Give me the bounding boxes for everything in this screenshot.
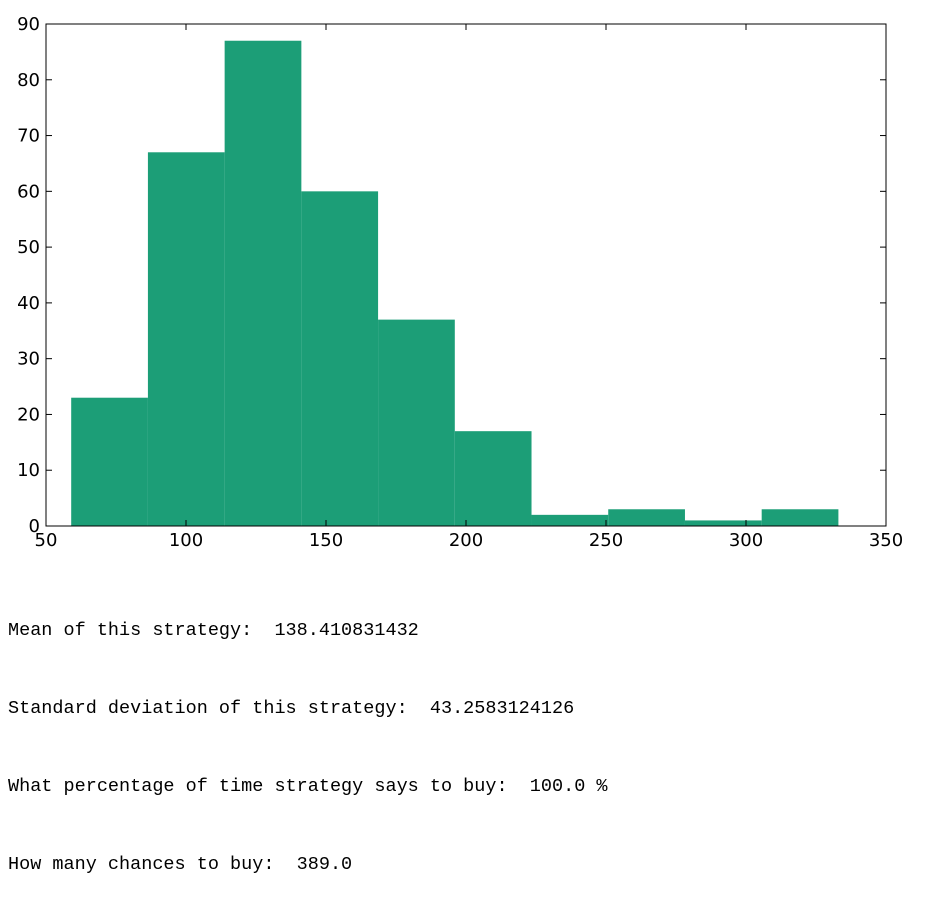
y-tick-label: 80 xyxy=(17,70,40,91)
y-tick-label: 10 xyxy=(17,460,40,481)
x-tick-label: 250 xyxy=(589,530,623,551)
histogram-bar-6 xyxy=(455,431,532,526)
y-tick-label: 20 xyxy=(17,404,40,425)
x-tick-labels: 50 100 150 200 250 300 350 xyxy=(35,530,904,551)
histogram-bar-5 xyxy=(378,320,455,526)
histogram-bars xyxy=(71,41,838,526)
buy-chances-line: How many chances to buy: 389.0 xyxy=(8,852,608,878)
histogram-bar-1 xyxy=(71,398,148,526)
x-tick-label: 150 xyxy=(309,530,343,551)
histogram-bar-4 xyxy=(301,191,378,526)
x-tick-label: 200 xyxy=(449,530,483,551)
histogram-bar-8 xyxy=(608,509,685,526)
y-tick-label: 40 xyxy=(17,293,40,314)
histogram-bar-2 xyxy=(148,152,225,526)
y-tick-label: 0 xyxy=(29,516,40,537)
x-tick-label: 350 xyxy=(869,530,903,551)
histogram-bar-10 xyxy=(762,509,839,526)
histogram-bar-3 xyxy=(225,41,302,526)
y-tick-label: 50 xyxy=(17,237,40,258)
x-tick-label: 100 xyxy=(169,530,203,551)
buy-percentage-line: What percentage of time strategy says to… xyxy=(8,774,608,800)
x-tick-label: 300 xyxy=(729,530,763,551)
histogram-bar-7 xyxy=(532,515,609,526)
mean-line: Mean of this strategy: 138.410831432 xyxy=(8,618,608,644)
std-dev-line: Standard deviation of this strategy: 43.… xyxy=(8,696,608,722)
y-tick-labels: 0 10 20 30 40 50 60 70 80 90 xyxy=(17,14,40,537)
y-tick-label: 30 xyxy=(17,349,40,370)
y-tick-label: 90 xyxy=(17,14,40,35)
console-output: Mean of this strategy: 138.410831432 Sta… xyxy=(8,566,608,904)
y-tick-label: 60 xyxy=(17,181,40,202)
y-tick-label: 70 xyxy=(17,126,40,147)
histogram-bar-9 xyxy=(685,520,762,526)
